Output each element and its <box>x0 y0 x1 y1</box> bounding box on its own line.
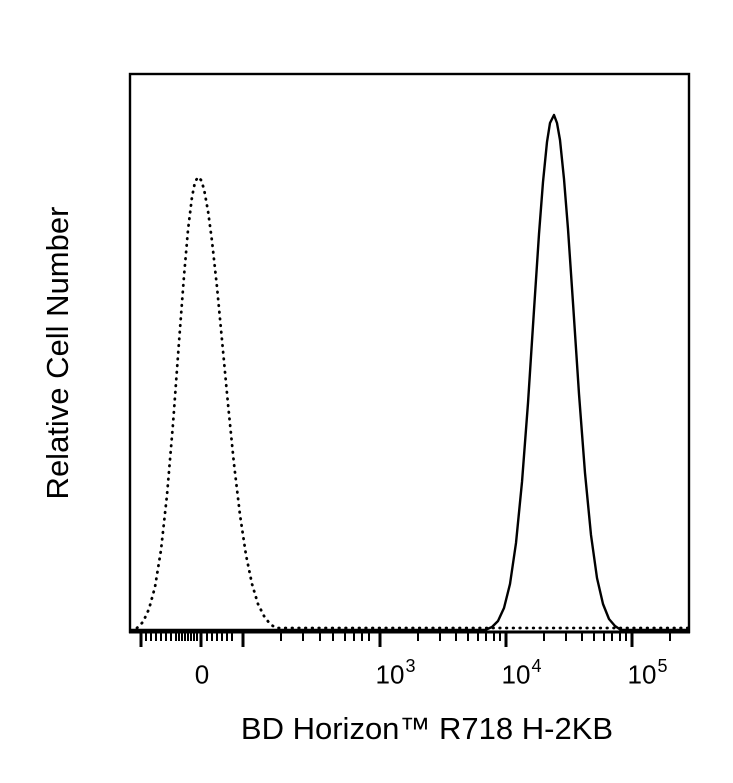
plot-border <box>128 72 691 634</box>
x-tick-label-0-base: 0 <box>194 659 210 690</box>
x-tick-label-1e3-base: 10 <box>375 659 405 690</box>
x-tick-label-1e4: 104 <box>501 656 542 691</box>
x-tick-label-1e4-exponent: 4 <box>531 656 542 676</box>
y-axis-label: Relative Cell Number <box>40 206 75 500</box>
stained-histogram-solid-curve <box>129 113 690 632</box>
x-tick-label-1e5: 105 <box>627 656 668 691</box>
control-histogram-dotted-curve <box>135 175 690 630</box>
x-tick-label-1e3: 103 <box>375 656 416 691</box>
x-tick-label-1e5-base: 10 <box>627 659 657 690</box>
x-tick-label-1e4-base: 10 <box>501 659 531 690</box>
x-tick-label-1e3-exponent: 3 <box>405 656 416 676</box>
x-tick-label-1e5-exponent: 5 <box>657 656 668 676</box>
x-tick-label-0: 0 <box>195 658 209 691</box>
x-axis-title: BD Horizon™ R718 H-2KB <box>240 711 614 746</box>
